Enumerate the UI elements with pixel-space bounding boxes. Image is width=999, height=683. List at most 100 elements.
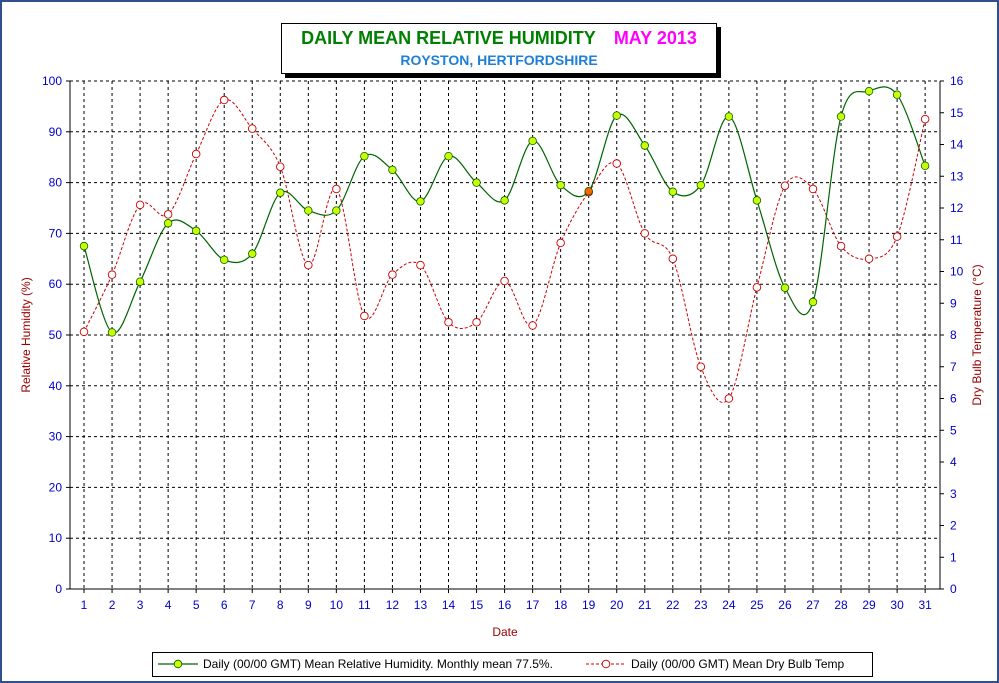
temperature-point [191,149,201,159]
x-tick-label: 19 [582,598,596,612]
temperature-point [360,311,369,321]
humidity-point [276,188,285,197]
temperature-point [724,394,734,403]
x-tick-label: 7 [249,598,256,612]
temperature-point [892,232,902,241]
x-tick-label: 14 [442,598,456,612]
humidity-point [612,111,621,120]
x-tick-label: 30 [890,598,904,612]
legend-swatch-humidity [158,659,198,669]
x-tick-label: 5 [193,598,200,612]
temperature-point [528,321,537,330]
y2-tick-label: 3 [950,487,957,501]
x-tick-label: 25 [750,598,764,612]
humidity-point [808,297,818,307]
y2-tick-label: 0 [950,582,957,596]
x-tick-label: 2 [109,598,116,612]
temperature-point [640,229,650,238]
y2-tick-label: 4 [950,455,957,469]
y-tick-label: 30 [49,430,63,444]
y2-axis-label: Dry Bulb Temperature (°C) [970,264,984,405]
humidity-point [892,90,902,99]
temperature-point [219,95,229,105]
x-tick-label: 15 [470,598,484,612]
humidity-point [360,151,369,161]
temperature-point [79,327,89,337]
tick-labels: 0102030405060708090100012345678910111213… [42,74,964,612]
temperature-point [107,270,117,279]
x-tick-label: 21 [638,598,652,612]
temperature-point [304,260,313,270]
humidity-point [696,180,706,190]
humidity-point [836,112,846,121]
temperature-point [472,318,481,327]
temperature-point [247,124,257,133]
humidity-point [584,187,593,196]
y-tick-label: 0 [55,582,62,596]
y-tick-label: 40 [49,379,63,393]
y-tick-label: 10 [49,531,63,545]
x-tick-label: 12 [386,598,400,612]
axes [66,80,944,593]
temperature-point [556,238,565,248]
temperature-point [135,200,145,210]
humidity-point [416,197,425,206]
x-tick-label: 13 [414,598,428,612]
temperature-point [444,318,453,327]
humidity-point [668,187,678,196]
x-tick-label: 18 [554,598,568,612]
legend: Daily (00/00 GMT) Mean Relative Humidity… [152,652,873,677]
y-axis-label: Relative Humidity (%) [19,277,33,392]
x-tick-label: 29 [862,598,876,612]
y2-tick-label: 13 [950,169,964,183]
x-tick-label: 28 [834,598,848,612]
x-tick-label: 20 [610,598,624,612]
grid-lines [70,80,940,589]
y2-tick-label: 11 [950,233,963,247]
y2-tick-label: 14 [950,138,964,152]
temperature-point [388,270,397,279]
humidity-point [332,206,341,215]
y-tick-label: 70 [49,226,63,240]
y2-tick-label: 9 [950,296,957,310]
chart-title-month: MAY 2013 [613,28,697,48]
x-tick-label: 27 [806,598,820,612]
x-tick-label: 8 [277,598,284,612]
humidity-point [163,219,173,228]
humidity-point [444,151,453,161]
humidity-point [556,180,565,190]
x-tick-label: 9 [305,598,312,612]
humidity-point [220,255,229,265]
y-tick-label: 90 [49,125,63,139]
x-tick-label: 17 [526,598,540,612]
temperature-point [696,362,706,372]
x-tick-label: 1 [81,598,88,612]
temperature-point [612,159,621,168]
humidity-series [79,86,930,337]
x-tick-label: 26 [778,598,792,612]
y-tick-label: 20 [49,480,63,494]
humidity-point [191,226,201,236]
y2-tick-label: 6 [950,392,957,406]
humidity-point [79,241,89,251]
temperature-point [780,181,790,191]
temperature-point [416,260,425,270]
chart-title: DAILY MEAN RELATIVE HUMIDITY [301,28,596,48]
y-tick-label: 80 [49,176,63,190]
temperature-point [332,184,341,194]
temperature-point [920,114,930,124]
x-tick-label: 3 [137,598,144,612]
x-tick-label: 31 [918,598,932,612]
x-tick-label: 24 [722,598,736,612]
humidity-point [304,206,313,215]
y-tick-label: 60 [49,277,63,291]
legend-label-temperature: Daily (00/00 GMT) Mean Dry Bulb Temp [631,657,845,671]
y2-tick-label: 1 [950,550,957,564]
humidity-point [135,277,145,286]
y2-tick-label: 2 [950,519,957,533]
y2-tick-label: 12 [950,201,964,215]
y-tick-label: 50 [49,328,63,342]
x-tick-label: 22 [666,598,680,612]
humidity-point [752,196,762,205]
